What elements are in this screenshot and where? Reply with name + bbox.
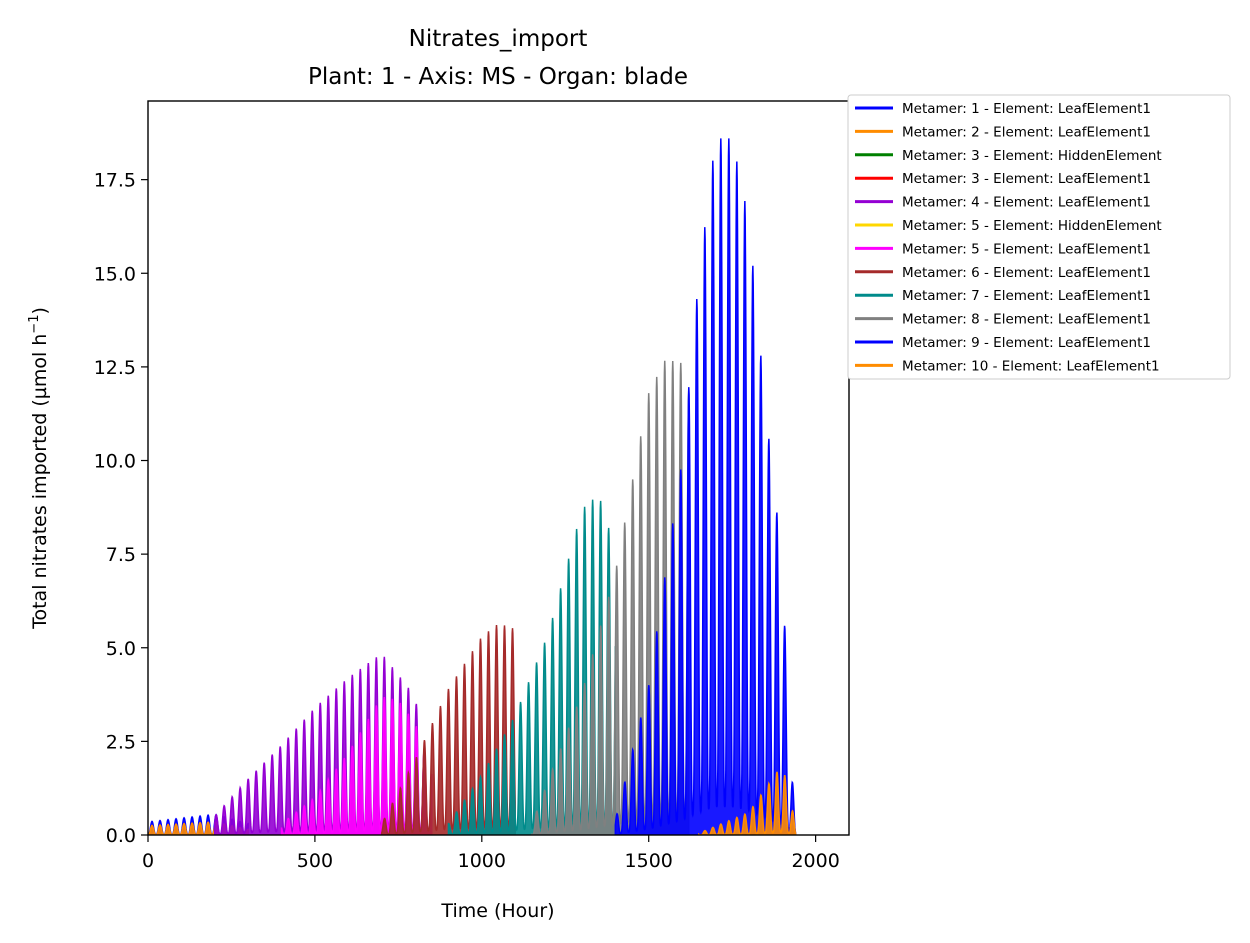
y-axis-label-superscript: −1 xyxy=(27,315,42,334)
legend-entry-label: Metamer: 6 - Element: LeafElement1 xyxy=(902,265,1151,281)
x-axis: 0 500 1000 1500 2000 xyxy=(142,835,840,872)
x-tick-label: 0 xyxy=(142,850,154,872)
y-tick-label: 2.5 xyxy=(106,731,136,753)
x-tick-label: 2000 xyxy=(791,850,839,872)
y-tick-label: 12.5 xyxy=(94,357,136,379)
legend-entry-label: Metamer: 5 - Element: LeafElement1 xyxy=(902,241,1151,257)
series-layer xyxy=(148,138,797,835)
chart-subtitle: Plant: 1 - Axis: MS - Organ: blade xyxy=(308,64,688,90)
y-tick-label: 15.0 xyxy=(94,263,136,285)
series-12-line xyxy=(698,771,797,835)
legend-entry-label: Metamer: 8 - Element: LeafElement1 xyxy=(902,312,1151,328)
legend: Metamer: 1 - Element: LeafElement1 Metame… xyxy=(847,94,1231,380)
legend-frame xyxy=(847,94,1231,380)
legend-entry-label: Metamer: 1 - Element: LeafElement1 xyxy=(902,101,1151,117)
y-tick-label: 0.0 xyxy=(106,825,136,847)
y-tick-label: 7.5 xyxy=(106,544,136,566)
y-axis-label-main: Total nitrates imported (µmol h xyxy=(29,334,51,630)
legend-entry-label: Metamer: 7 - Element: LeafElement1 xyxy=(902,288,1151,304)
legend-entry-label: Metamer: 3 - Element: HiddenElement xyxy=(902,148,1162,164)
legend-entry-label: Metamer: 2 - Element: LeafElement1 xyxy=(902,124,1151,140)
series-7-line xyxy=(280,696,433,835)
x-tick-label: 500 xyxy=(297,850,333,872)
legend-entry-label: Metamer: 3 - Element: LeafElement1 xyxy=(902,171,1151,187)
x-axis-label: Time (Hour) xyxy=(440,900,554,922)
x-tick-label: 1500 xyxy=(625,850,673,872)
y-tick-label: 5.0 xyxy=(106,638,136,660)
legend-entry-label: Metamer: 9 - Element: LeafElement1 xyxy=(902,335,1151,351)
y-tick-label: 10.0 xyxy=(94,451,136,473)
x-tick-label: 1000 xyxy=(458,850,506,872)
legend-entry-label: Metamer: 10 - Element: LeafElement1 xyxy=(902,358,1160,374)
legend-entry-label: Metamer: 5 - Element: HiddenElement xyxy=(902,218,1162,234)
chart-title: Nitrates_import xyxy=(409,26,588,52)
y-axis: 0.0 2.5 5.0 7.5 10.0 12.5 15.0 17.5 xyxy=(94,170,148,847)
y-axis-label: Total nitrates imported (µmol h−1) xyxy=(27,307,51,630)
y-axis-label-end: ) xyxy=(29,307,51,314)
plot-frame xyxy=(147,100,850,836)
series-11-line xyxy=(614,138,797,835)
y-tick-label: 17.5 xyxy=(94,170,136,192)
legend-entry-label: Metamer: 4 - Element: LeafElement1 xyxy=(902,195,1151,211)
